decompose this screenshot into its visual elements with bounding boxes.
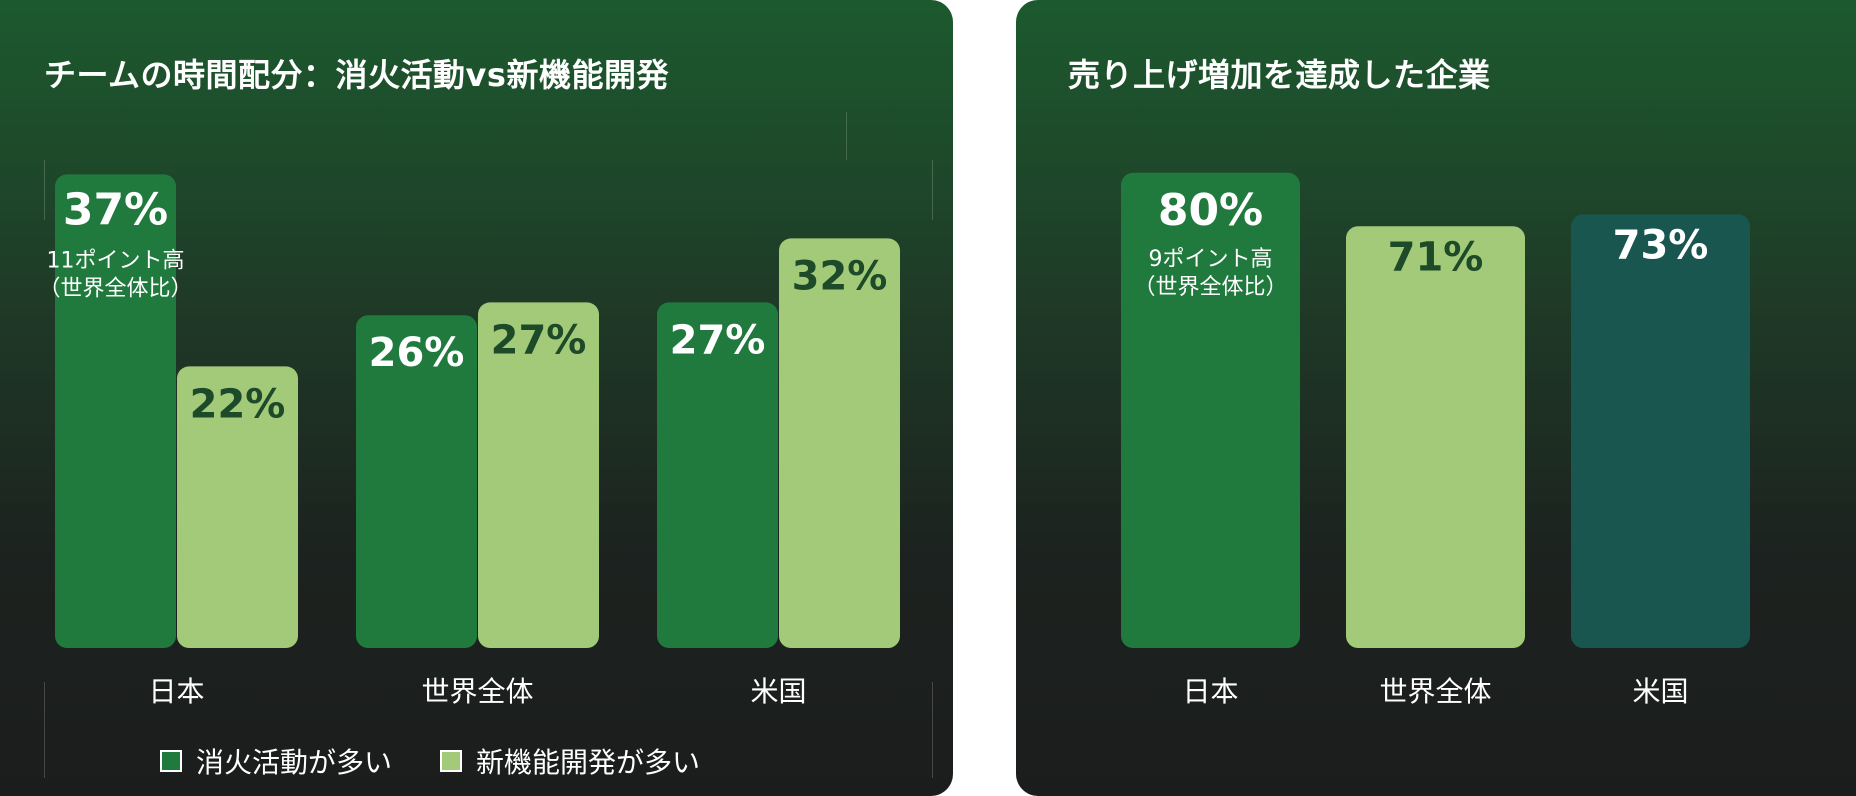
bar-value-label: 73%: [1613, 222, 1709, 268]
decorative-line: [932, 160, 933, 220]
decorative-line: [932, 682, 933, 778]
left-chart-title: チームの時間配分：消火活動vs新機能開発: [44, 56, 669, 94]
category-label: 日本: [148, 675, 204, 708]
bar-1-0: [177, 366, 298, 648]
bar-value-label: 71%: [1388, 234, 1484, 280]
bar-0: [1121, 172, 1300, 649]
bar-value-label: 32%: [792, 253, 888, 299]
bar-value-label: 26%: [369, 330, 465, 376]
right-chart-title: 売り上げ増加を達成した企業: [1068, 56, 1491, 94]
decorative-line: [44, 682, 45, 778]
bar-0-1: [356, 315, 477, 648]
right-chart-panel: 売り上げ増加を達成した企業 80% 9ポイント高 （世界全体比） 日本 71% 世界全体 7…: [1016, 0, 1856, 796]
category-label: 世界全体: [421, 675, 533, 708]
bar-1: [1346, 226, 1525, 648]
bar-0-2: [657, 302, 778, 648]
bar-value-label: 27%: [491, 317, 587, 363]
category-label: 世界全体: [1379, 675, 1491, 708]
legend-label-new-features: 新機能開発が多い: [476, 746, 701, 779]
bar-annotation: 11ポイント高: [47, 248, 185, 273]
legend-swatch-new-features: [440, 750, 463, 772]
legend-item-new-features: 新機能開発が多い: [440, 741, 700, 781]
legend-swatch-firefighting: [160, 750, 182, 772]
bar-annotation: （世界全体比）: [1133, 275, 1287, 300]
bar-value-label: 80%: [1158, 185, 1263, 236]
category-label: 米国: [1632, 675, 1688, 708]
left-bar-chart: 37% 11ポイント高 （世界全体比） 22% 日本 26% 27% 世界全体 27% 32% 米国: [38, 174, 900, 708]
bar-0-0: [55, 174, 176, 648]
decorative-line: [44, 160, 45, 220]
left-chart-panel: チームの時間配分：消火活動vs新機能開発 37% 11ポイント高 （世界全体比） 22…: [0, 0, 953, 796]
bar-1-1: [478, 302, 599, 648]
category-label: 日本: [1182, 675, 1238, 708]
decorative-line: [846, 112, 847, 160]
bar-value-label: 37%: [63, 184, 168, 235]
bar-1-2: [779, 238, 900, 648]
bar-annotation: （世界全体比）: [38, 276, 192, 301]
legend-item-firefighting: 消火活動が多い: [160, 741, 392, 781]
right-bar-chart: 80% 9ポイント高 （世界全体比） 日本 71% 世界全体 73% 米国: [1121, 172, 1750, 708]
category-label: 米国: [750, 675, 806, 708]
bar-value-label: 22%: [190, 381, 286, 427]
bar-value-label: 27%: [670, 317, 766, 363]
bar-annotation: 9ポイント高: [1149, 247, 1273, 272]
bar-2: [1571, 214, 1750, 648]
legend-label-firefighting: 消火活動が多い: [196, 746, 393, 779]
left-chart-legend: 消火活動が多い 新機能開発が多い: [160, 741, 700, 781]
